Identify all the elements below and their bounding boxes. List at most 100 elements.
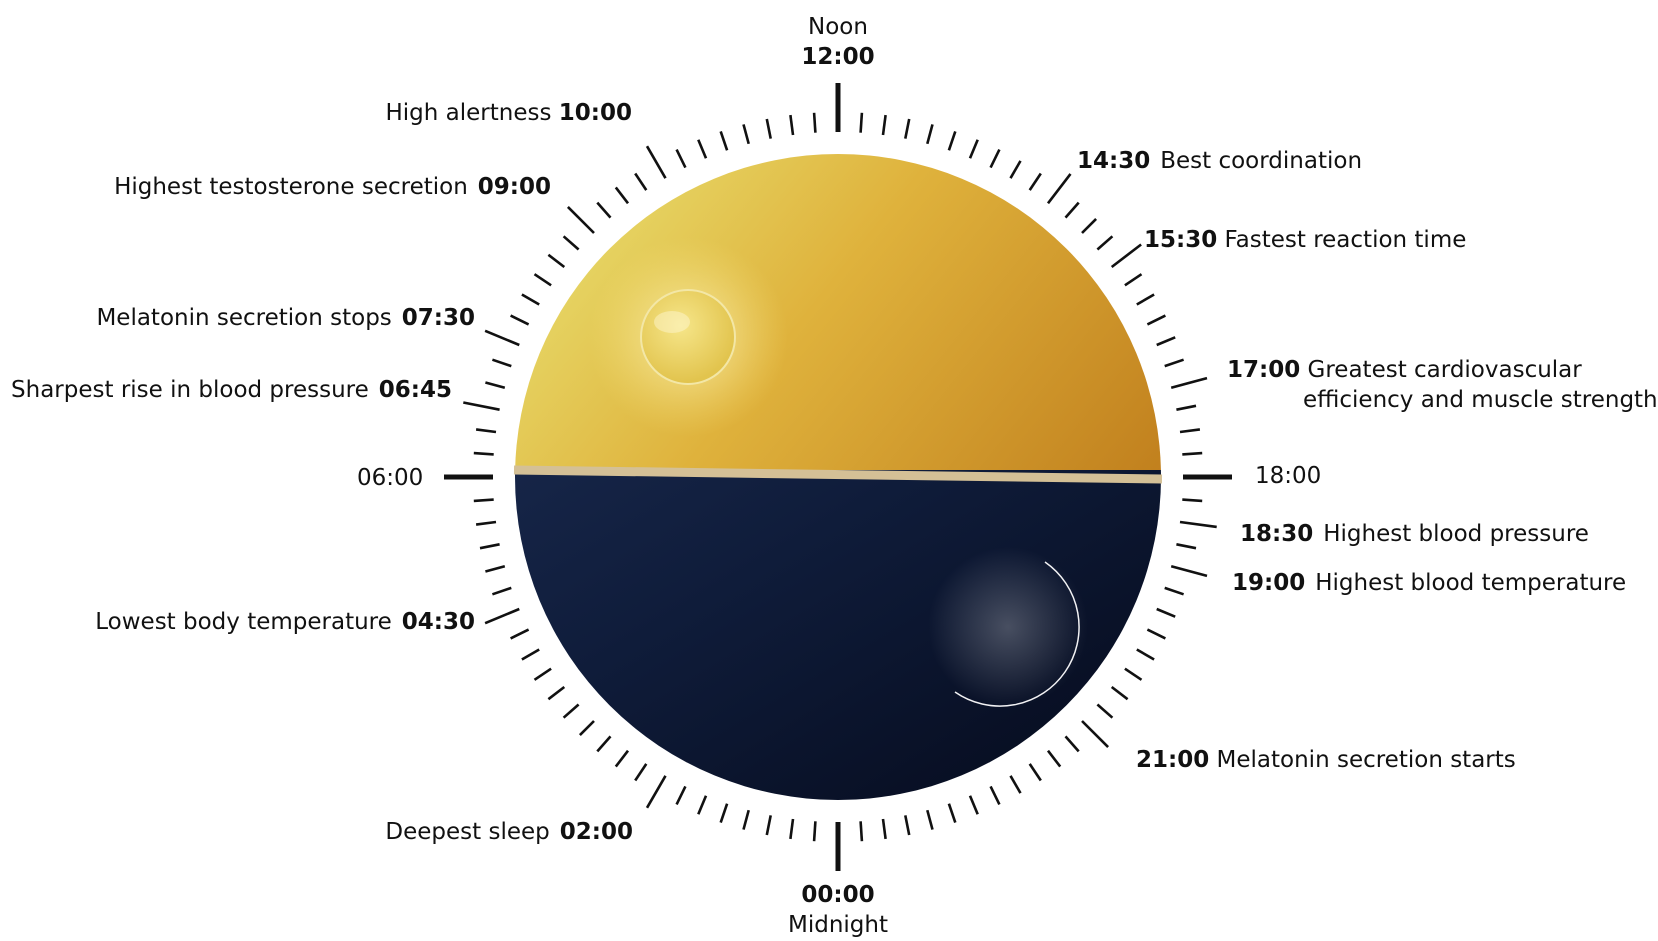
tick-2000: [1136, 648, 1155, 661]
tick-0445: [491, 586, 512, 596]
event-1830: 18:30 Highest blood pressure: [1240, 521, 1589, 547]
tick-0700: [485, 381, 506, 389]
midnight-label: 00:00 Midnight: [778, 880, 898, 940]
tick-1945: [1146, 628, 1166, 640]
noon-word: Noon: [808, 14, 868, 40]
tick-1530: [1110, 243, 1142, 269]
tick-2115: [1064, 735, 1080, 753]
tick-1115: [765, 118, 772, 139]
tick-2015: [1124, 667, 1143, 681]
tick-0130: [697, 795, 708, 815]
tick-0430: [484, 607, 520, 625]
tick-0615: [473, 451, 494, 456]
tick-2215: [989, 785, 1001, 805]
tick-0030: [789, 818, 795, 840]
midnight-word: Midnight: [788, 912, 888, 938]
tick-0415: [510, 628, 530, 640]
event-1700: 17:00 Greatest cardiovascular efficiency…: [1227, 357, 1658, 413]
sun-icon: [588, 237, 788, 437]
tick-2145: [1028, 763, 1042, 782]
tick-0645: [463, 401, 500, 411]
tick-0730: [484, 329, 520, 347]
tick-1130: [789, 114, 795, 136]
tick-0715: [491, 358, 512, 368]
event-1900: 19:00 Highest blood temperature: [1232, 570, 1627, 596]
tick-0045: [765, 815, 772, 836]
tick-0315: [562, 703, 580, 719]
event-0730: Melatonin secretion stops 07:30: [96, 305, 475, 331]
tick-0515: [479, 543, 500, 550]
tick-1100: [742, 124, 750, 145]
tick-0100: [742, 809, 750, 830]
tick-1430: [1046, 173, 1072, 205]
tick-1730: [1179, 428, 1201, 434]
tick-1000: [645, 145, 667, 179]
event-1000: High alertness 10:00: [385, 100, 632, 126]
tick-1015: [675, 149, 687, 169]
tick-0345: [533, 667, 552, 681]
tick-1815: [1182, 498, 1203, 503]
tick-2230: [968, 795, 979, 815]
tick-2200: [1009, 775, 1022, 794]
tick-1145: [812, 112, 817, 133]
tick-1345: [989, 149, 1001, 169]
tick-0200: [645, 775, 667, 809]
tick-0630: [475, 428, 497, 434]
time-0600: 06:00: [357, 465, 424, 491]
tick-1415: [1028, 172, 1042, 191]
tick-1600: [1136, 293, 1155, 306]
tick-0500: [485, 565, 506, 573]
tick-2330: [881, 818, 887, 840]
tick-0945: [634, 172, 648, 191]
event-0645: Sharpest rise in blood pressure 06:45: [11, 377, 452, 403]
tick-0900: [566, 205, 595, 234]
tick-0300: [578, 720, 595, 737]
tick-1545: [1124, 273, 1143, 287]
tick-0215: [634, 763, 648, 782]
tick-1245: [904, 118, 911, 139]
horizon-line: [513, 465, 1163, 484]
tick-0815: [533, 273, 552, 287]
tick-2045: [1096, 703, 1114, 719]
tick-0400: [521, 648, 540, 661]
tick-1615: [1146, 314, 1166, 326]
tick-0245: [596, 735, 612, 753]
tick-1930: [1156, 607, 1176, 618]
tick-0330: [547, 685, 566, 701]
tick-1915: [1164, 586, 1185, 596]
tick-2345: [859, 821, 864, 842]
tick-1700: [1170, 376, 1208, 389]
tick-0530: [475, 520, 497, 526]
tick-1445: [1064, 201, 1080, 219]
tick-1030: [697, 139, 708, 159]
tick-1230: [881, 114, 887, 136]
tick-1500: [1081, 217, 1098, 234]
midnight-time: 00:00: [801, 882, 875, 908]
noon-label: Noon 12:00: [788, 12, 888, 72]
clock-ticks: [444, 83, 1232, 871]
tick-1515: [1096, 235, 1114, 251]
time-1800: 18:00: [1255, 463, 1322, 489]
tick-1630: [1156, 336, 1176, 347]
tick-1845: [1176, 543, 1197, 550]
noon-time: 12:00: [801, 44, 875, 70]
tick-1315: [947, 130, 957, 151]
moon-icon: [928, 547, 1088, 707]
tick-1900: [1170, 565, 1208, 578]
tick-0145: [675, 785, 687, 805]
tick-1300: [926, 124, 934, 145]
tick-1715: [1176, 404, 1197, 411]
tick-0930: [614, 186, 630, 205]
tick-0800: [521, 293, 540, 306]
tick-1645: [1164, 358, 1185, 368]
tick-2100: [1081, 720, 1110, 749]
tick-0745: [510, 314, 530, 326]
event-1430: 14:30 Best coordination: [1077, 148, 1363, 174]
event-2100: 21:00 Melatonin secretion starts: [1136, 747, 1516, 773]
tick-0115: [719, 803, 729, 824]
tick-1830: [1179, 520, 1217, 529]
event-0200: Deepest sleep 02:00: [385, 819, 633, 845]
tick-2130: [1046, 749, 1062, 768]
tick-1215: [859, 112, 864, 133]
